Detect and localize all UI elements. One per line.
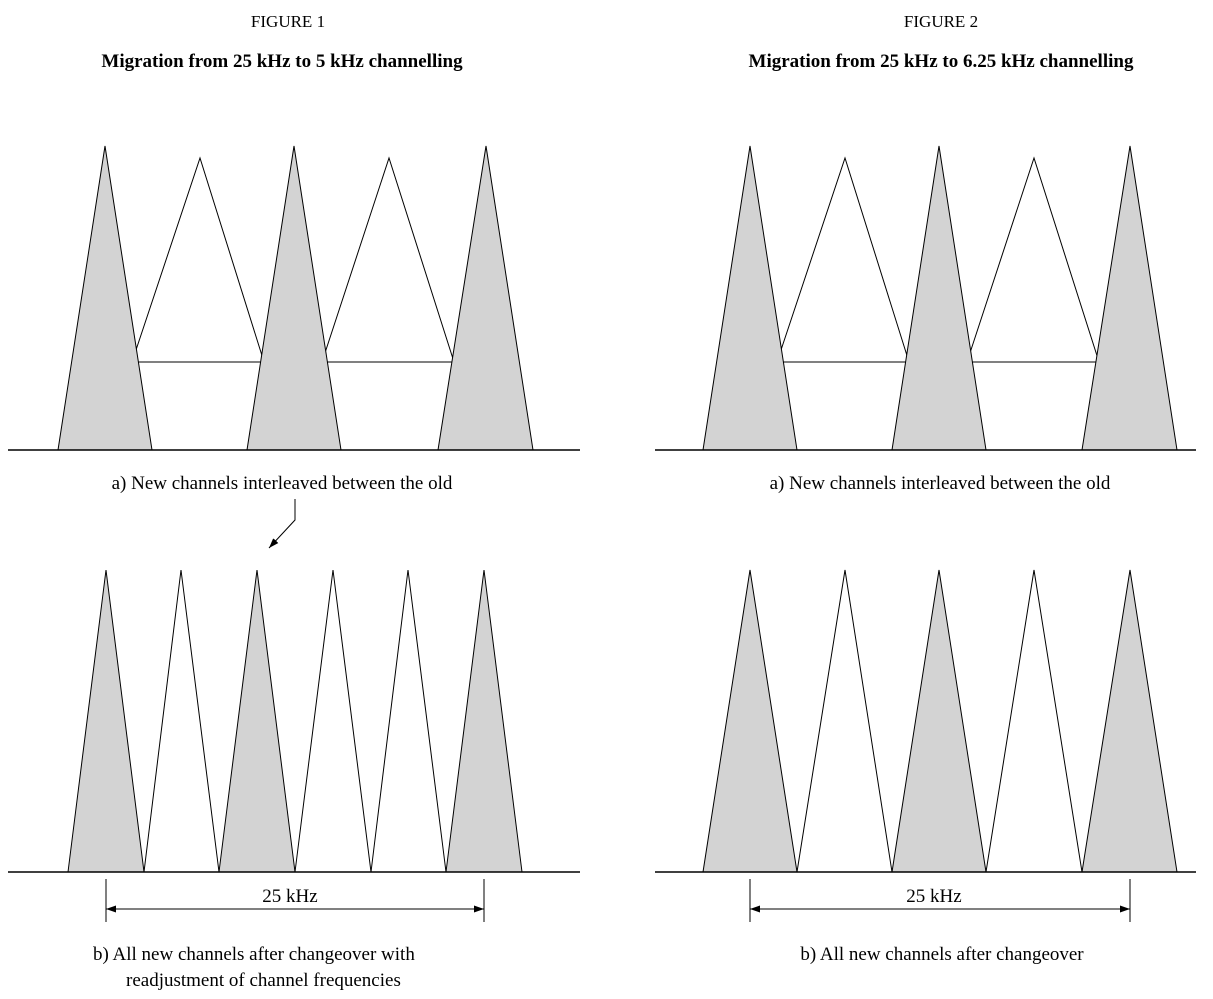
readjusted-channel-peak: [67, 569, 145, 873]
figure-2: FIGURE 2 Migration from 25 kHz to 6.25 k…: [655, 12, 1196, 965]
old-channel-peak: [1081, 145, 1178, 451]
old-channel-peak: [57, 145, 153, 451]
new-channel-peak: [966, 156, 1100, 363]
figure-2-panel-b: 25 kHz b) All new channels after changeo…: [655, 569, 1196, 965]
figure-1: FIGURE 1 Migration from 25 kHz to 5 kHz …: [8, 12, 580, 991]
figure-2-caption-a: a) New channels interleaved between the …: [770, 473, 1111, 494]
new-channel-peak: [294, 569, 372, 873]
dimension-label: 25 kHz: [906, 886, 961, 907]
figure-1-number: FIGURE 1: [251, 12, 325, 31]
old-channel-peak: [702, 145, 798, 451]
old-channel-peak: [891, 145, 987, 451]
figure-2-number: FIGURE 2: [904, 12, 978, 31]
pointer-arrow: [268, 499, 296, 549]
new-channel-peak: [370, 569, 447, 873]
figure-1-title: Migration from 25 kHz to 5 kHz channelli…: [101, 51, 463, 72]
figure-1-caption-a: a) New channels interleaved between the …: [112, 473, 453, 494]
new-channel-peak: [321, 156, 455, 363]
figure-2-caption-b: b) All new channels after changeover: [800, 944, 1084, 965]
old-channel-peak: [1081, 569, 1178, 873]
figure-1-panel-a: a) New channels interleaved between the …: [8, 145, 580, 494]
old-channel-peak: [246, 145, 342, 451]
readjusted-channel-peak: [445, 569, 523, 873]
figure-2-title: Migration from 25 kHz to 6.25 kHz channe…: [749, 51, 1134, 72]
new-channel-peak: [985, 569, 1083, 873]
new-channel-peak: [796, 569, 893, 873]
figure-1-caption-b-line-2: readjustment of channel frequencies: [126, 970, 401, 991]
readjusted-channel-peak: [218, 569, 296, 873]
new-channel-peak: [131, 156, 265, 363]
figure-1-panel-b: 25 kHz b) All new channels after changeo…: [8, 569, 580, 991]
old-channel-peak: [702, 569, 798, 873]
new-channel-peak: [143, 569, 220, 873]
figure-1-caption-b-line-1: b) All new channels after changeover wit…: [93, 944, 415, 965]
old-channel-peak: [891, 569, 987, 873]
figure-2-panel-a: a) New channels interleaved between the …: [655, 145, 1196, 494]
dimension-label: 25 kHz: [262, 886, 317, 907]
new-channel-peak: [776, 156, 910, 363]
old-channel-peak: [437, 145, 534, 451]
